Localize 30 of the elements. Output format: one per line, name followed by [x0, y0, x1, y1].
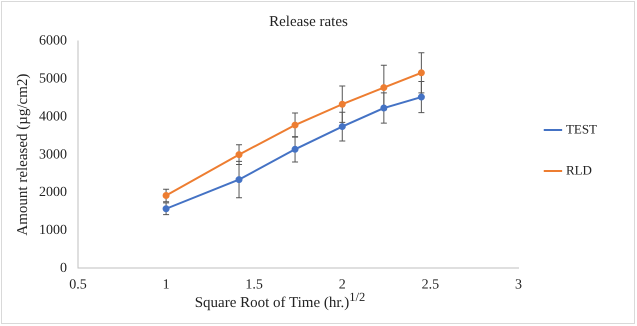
- point: [418, 69, 425, 76]
- y-tick-label: 1000: [39, 223, 67, 238]
- y-tick-label: 3000: [39, 147, 67, 162]
- y-tick-label: 2000: [39, 185, 67, 200]
- legend-label: RLD: [566, 162, 592, 178]
- x-axis-title: Square Root of Time (hr.)$^{1/2}$: [194, 290, 366, 311]
- x-tick-label: 1.5: [245, 277, 263, 292]
- x-tick-label: 3: [514, 277, 522, 292]
- point: [380, 104, 388, 112]
- point: [338, 100, 346, 108]
- x-tick-label: 2: [338, 277, 346, 292]
- legend-label: TEST: [566, 121, 598, 136]
- y-tick-label: 6000: [39, 34, 67, 49]
- point: [292, 146, 299, 153]
- point: [236, 176, 243, 184]
- chart-title: Release rates: [269, 14, 348, 30]
- y-axis-title: Amount released (µg/cm2): [14, 74, 31, 236]
- point: [162, 205, 170, 212]
- point: [236, 151, 243, 158]
- y-tick-label: 4000: [39, 109, 67, 124]
- point: [418, 94, 425, 101]
- x-tick-label: 1: [162, 277, 170, 292]
- x-tick-label: 0.5: [69, 277, 87, 292]
- y-tick-label: 5000: [39, 72, 67, 87]
- y-tick-label: 0: [60, 260, 67, 276]
- x-tick-label: 2.5: [422, 277, 440, 292]
- point: [292, 122, 299, 129]
- point: [380, 84, 388, 92]
- point: [338, 123, 346, 130]
- point: [162, 192, 170, 199]
